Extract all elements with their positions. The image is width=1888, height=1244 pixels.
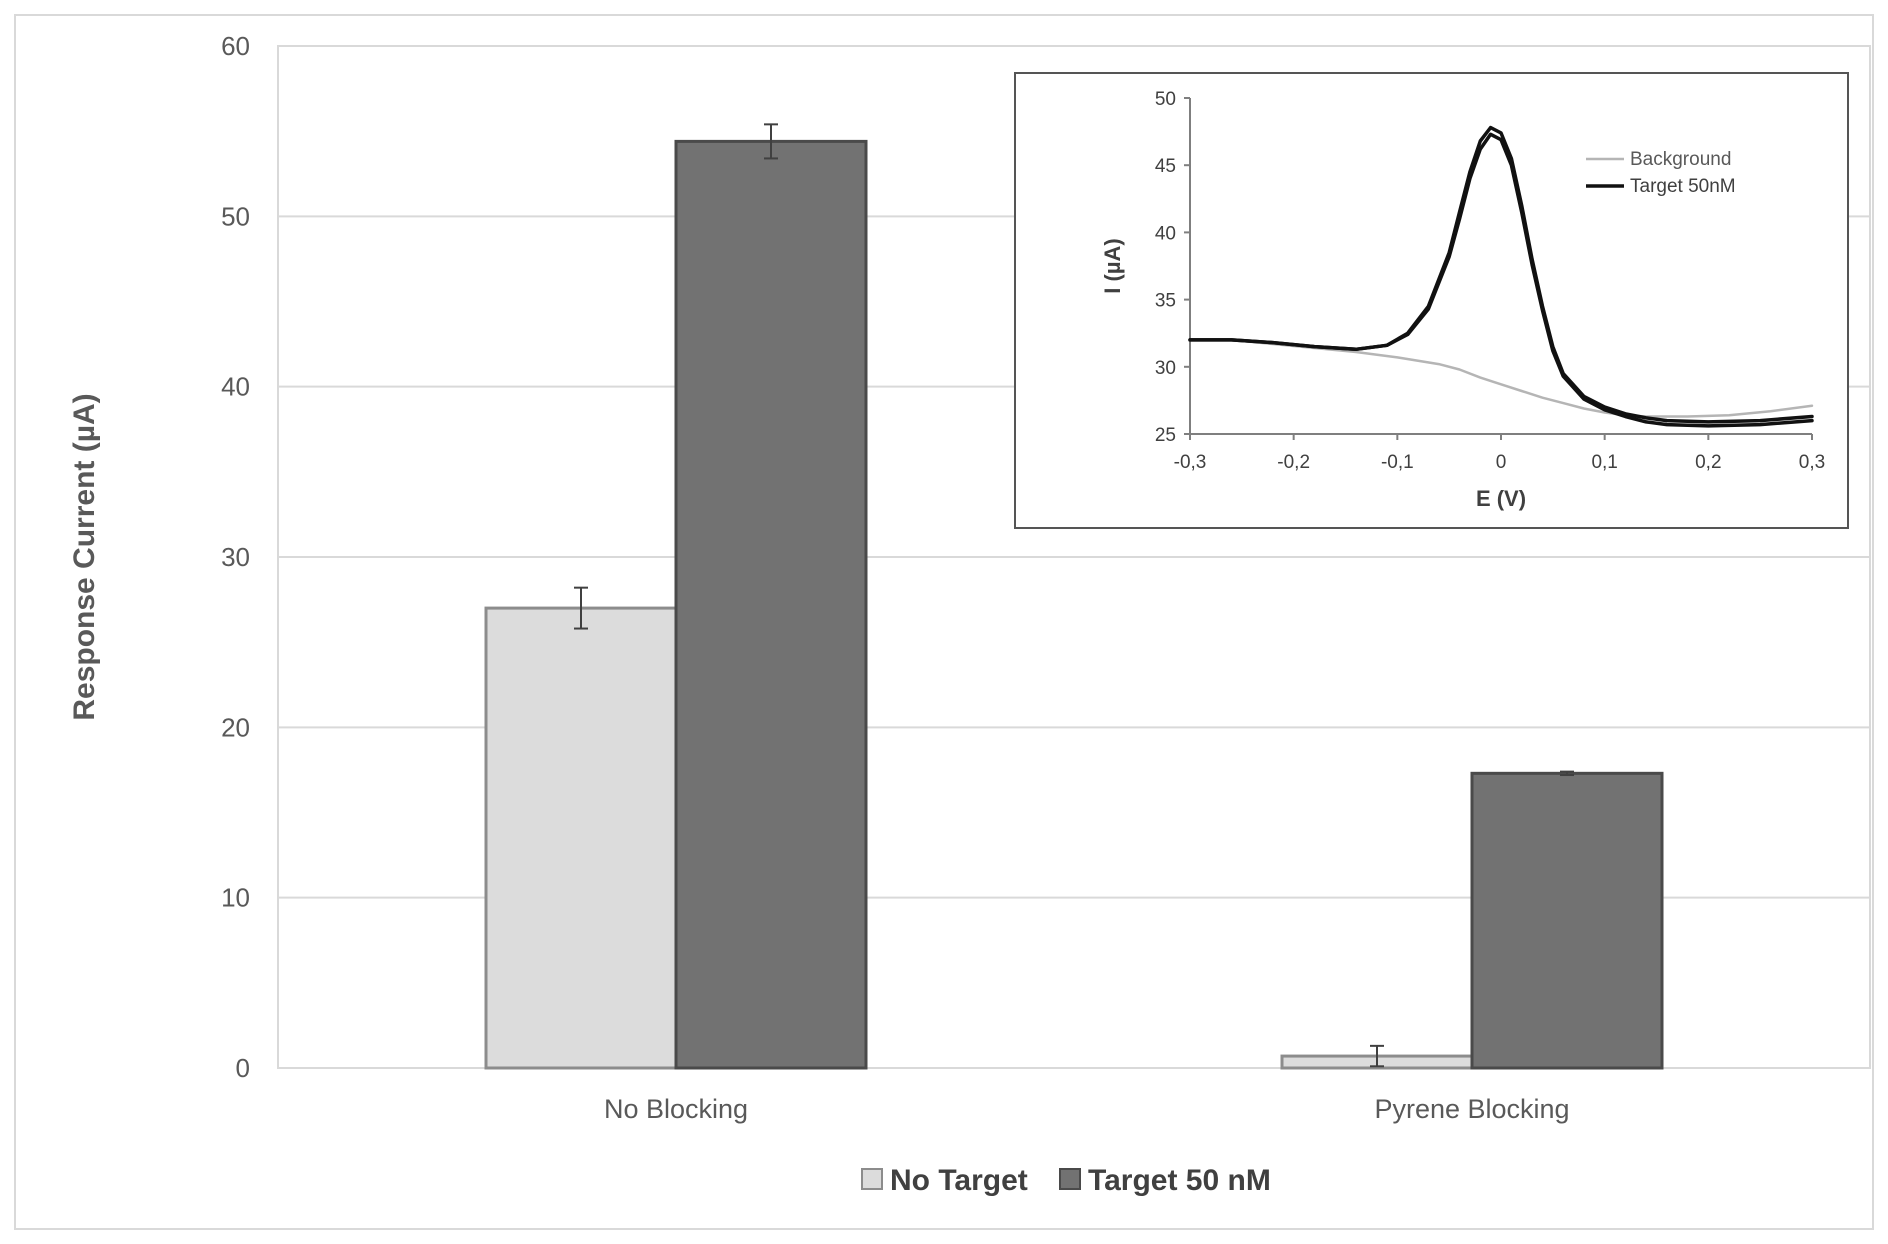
legend-label: Target 50 nM [1088,1164,1271,1197]
inset-y-tick-label: 45 [1155,156,1176,177]
inset-chart: -0,3 -0,2 -0,1 0 0,1 0,2 0,3 25 30 35 40 45 50 E (V) I… [1014,72,1849,529]
inset-series-line [1188,338,1814,418]
inset-x-tick-label: -0,3 [1174,452,1207,473]
x-tick-label: No Blocking [604,1094,748,1124]
inset-x-tick-label: 0,3 [1799,452,1825,473]
inset-x-tick-label: -0,2 [1277,452,1310,473]
x-tick-label: Pyrene Blocking [1374,1094,1569,1124]
legend-swatch [861,1168,883,1190]
inset-y-tick-label: 30 [1155,358,1176,379]
inset-y-tick-label: 35 [1155,291,1176,312]
legend: No Target Target 50 nM [861,1164,1271,1197]
inset-legend: Background Target 50nM [1586,149,1736,197]
inset-x-tick-label: 0 [1496,452,1507,473]
error-bar [1560,770,1574,777]
y-tick-label: 40 [221,372,250,402]
legend-swatch [1059,1168,1081,1190]
inset-y-tick-label: 50 [1155,89,1176,110]
inset-y-axis-title: I (µA) [1100,238,1125,293]
error-bar [574,586,588,630]
inset-legend-label: Background [1630,149,1731,170]
error-bar [764,123,778,160]
y-tick-label: 0 [236,1053,250,1083]
y-tick-label: 10 [221,883,250,913]
bar-target-50-nm [674,139,868,1070]
inset-series-line [1188,132,1814,428]
inset-x-axis-title: E (V) [1476,486,1526,511]
plot-area-border [277,45,1871,1069]
y-axis-title: Response Current (µA) [68,393,101,720]
inset-legend-label: Target 50nM [1630,176,1736,197]
bar-target-50-nm [1470,771,1664,1070]
inset-y-tick-label: 25 [1155,425,1176,446]
y-tick-label: 60 [221,31,250,61]
inset-x-tick-label: -0,1 [1381,452,1414,473]
chart-frame [14,14,1874,1230]
error-bar [1370,1044,1384,1068]
legend-label: No Target [890,1164,1028,1197]
y-tick-label: 20 [221,712,250,742]
bar-no-target [484,606,678,1070]
inset-y-tick-label: 40 [1155,223,1176,244]
inset-x-tick-label: 0,2 [1695,452,1721,473]
y-tick-label: 50 [221,201,250,231]
inset-x-tick-label: 0,1 [1591,452,1617,473]
y-tick-label: 30 [221,542,250,572]
